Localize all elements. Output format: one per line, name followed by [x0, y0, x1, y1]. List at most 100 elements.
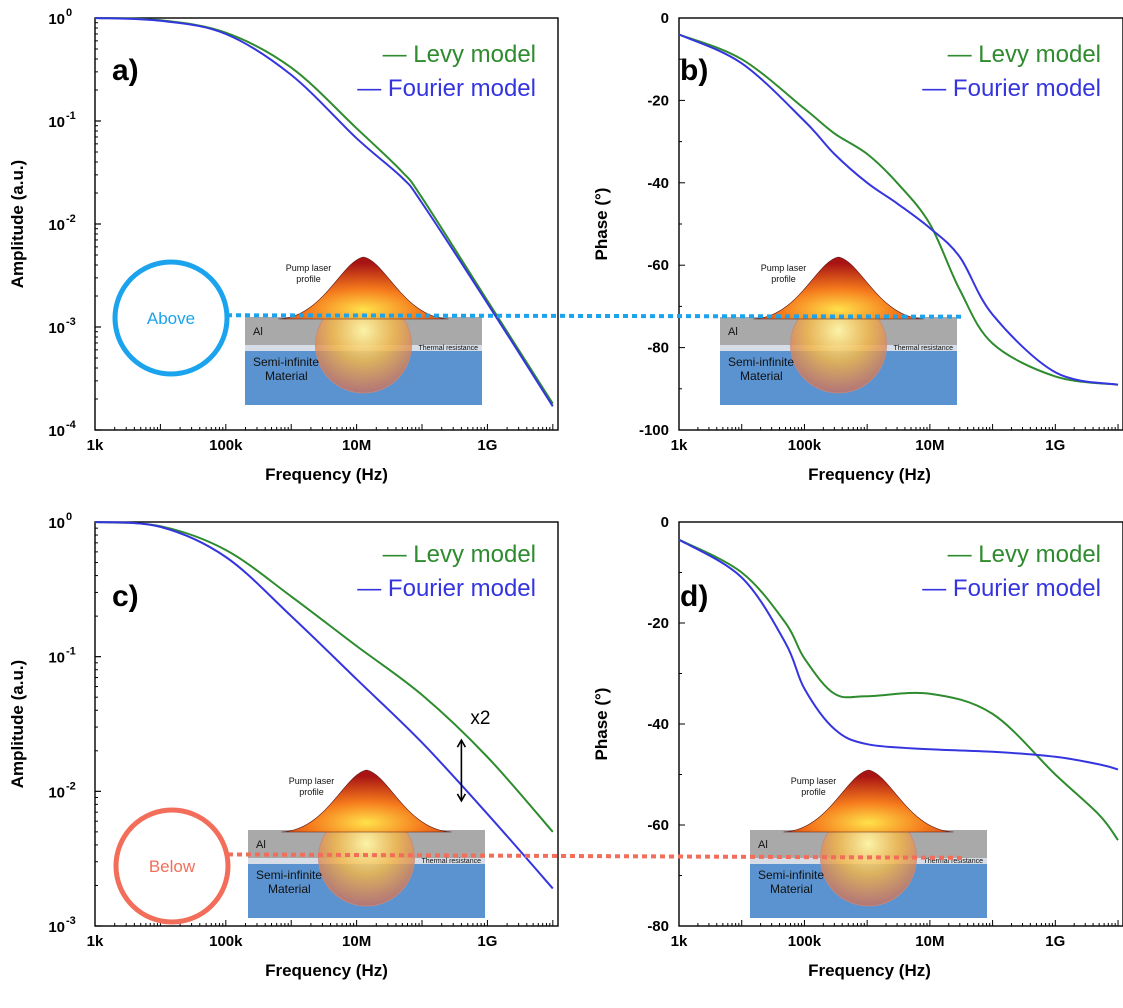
y-tick-exponent: -1 [66, 110, 76, 122]
inset-thermal-label: Thermal resistance [893, 345, 953, 352]
inset-pump-label-2: profile [771, 274, 796, 284]
x-axis-label: Frequency (Hz) [265, 961, 388, 980]
x-tick-label: 1k [671, 437, 688, 454]
legend-entry-levy: — Levy model [948, 541, 1101, 568]
inset-pump-peak [753, 256, 924, 320]
y-tick-label: -60 [647, 257, 669, 274]
x-tick-label: 10M [915, 933, 944, 950]
y-tick-label: 10 [48, 11, 65, 28]
x-tick-label: 1G [1045, 933, 1065, 950]
y-tick-label: 10 [48, 423, 65, 440]
panel-letter: d) [680, 580, 708, 613]
y-tick-exponent: -3 [66, 915, 76, 927]
inset-pump-label-2: profile [296, 274, 321, 284]
y-tick-label: 10 [48, 515, 65, 532]
series-line-levy [94, 521, 554, 833]
legend-entry-levy: — Levy model [383, 41, 536, 68]
x-tick-label: 1k [87, 437, 104, 454]
y-tick-label: 0 [661, 10, 669, 27]
y-tick-base: 10 [48, 11, 65, 28]
above-circle [112, 259, 230, 377]
x-tick-label: 1k [87, 933, 104, 950]
x-tick-label: 10M [342, 437, 371, 454]
y-tick-base: 10 [48, 515, 65, 532]
y-tick-exponent: -2 [66, 780, 76, 792]
inset-pump-label-1: Pump laser [286, 263, 332, 273]
x-tick-label: 1k [671, 933, 688, 950]
above-marker-group: Above [112, 259, 964, 377]
series-line-fourier [94, 17, 554, 407]
plot-frame [94, 521, 559, 927]
inset-pump-label-1: Pump laser [791, 776, 837, 786]
legend-entry-fourier: — Fourier model [922, 75, 1101, 102]
inset-thermal-label: Thermal resistance [421, 858, 481, 865]
inset-al-label: Al [758, 839, 768, 851]
x-tick-label: 10M [342, 933, 371, 950]
y-tick-base: 10 [48, 784, 65, 801]
y-tick-label: -40 [647, 175, 669, 192]
inset-pump-peak [783, 769, 954, 833]
x-tick-label: 10M [915, 437, 944, 454]
x-axis-label: Frequency (Hz) [808, 465, 931, 484]
inset-pump-peak [281, 769, 452, 833]
y-tick-label: 10 [48, 217, 65, 234]
y-tick-exponent: -2 [66, 213, 76, 225]
inset-pump-label-2: profile [299, 787, 324, 797]
y-tick-base: 10 [48, 320, 65, 337]
inset-thermal-label: Thermal resistance [418, 345, 478, 352]
inset-substrate-label-2: Material [740, 369, 783, 383]
inset-pump-label-1: Pump laser [761, 263, 807, 273]
x-tick-label: 100k [788, 933, 822, 950]
x2-annotation: x2 [470, 708, 490, 729]
y-tick-label: 10 [48, 784, 65, 801]
x2-arrow-head-down [456, 793, 467, 803]
y-tick-label: -100 [639, 422, 669, 439]
inset-substrate-label-2: Material [268, 882, 311, 896]
series-line-levy [678, 538, 1119, 841]
series-line-fourier [678, 33, 1119, 386]
above-dotted-line [226, 313, 964, 319]
legend-entry-levy: — Levy model [948, 41, 1101, 68]
y-tick-label: 10 [48, 114, 65, 131]
y-tick-exponent: -1 [66, 646, 76, 658]
inset-substrate-label-2: Material [265, 369, 308, 383]
y-tick-base: 10 [48, 650, 65, 667]
y-axis-label: Phase (°) [592, 188, 611, 261]
y-tick-label: -40 [647, 716, 669, 733]
below-dotted-line [227, 852, 964, 860]
inset-al-label: Al [256, 839, 266, 851]
x-tick-label: 100k [209, 933, 243, 950]
inset-substrate-label-1: Semi-infinite [728, 355, 794, 369]
y-tick-label: -60 [647, 817, 669, 834]
y-tick-exponent: -4 [66, 419, 77, 431]
inset-pump-peak [278, 256, 449, 320]
y-tick-exponent: -3 [66, 316, 76, 328]
inset-substrate-label-2: Material [770, 882, 813, 896]
x2-arrow-head-up [456, 738, 467, 748]
y-axis-label: Phase (°) [592, 688, 611, 761]
y-tick-label: 10 [48, 919, 65, 936]
legend-entry-fourier: — Fourier model [357, 75, 536, 102]
inset-substrate-label-1: Semi-infinite [256, 868, 322, 882]
inset-substrate-label-1: Semi-infinite [253, 355, 319, 369]
y-tick-exponent: 0 [66, 7, 72, 19]
legend-entry-levy: — Levy model [383, 541, 536, 568]
x-tick-label: 1G [477, 437, 497, 454]
x-axis-label: Frequency (Hz) [265, 465, 388, 484]
x-axis-label: Frequency (Hz) [808, 961, 931, 980]
y-tick-label: 10 [48, 320, 65, 337]
y-tick-base: 10 [48, 423, 65, 440]
inset-al-label: Al [253, 326, 263, 338]
y-tick-label: 0 [661, 514, 669, 531]
y-tick-label: -20 [647, 92, 669, 109]
panel-b: 1k 100k 10M 1G 0 -20 -40 -60 -80 -100 Frequency (H… [592, 10, 1123, 484]
x-tick-label: 1G [1045, 437, 1065, 454]
inset-pump-label-2: profile [801, 787, 826, 797]
